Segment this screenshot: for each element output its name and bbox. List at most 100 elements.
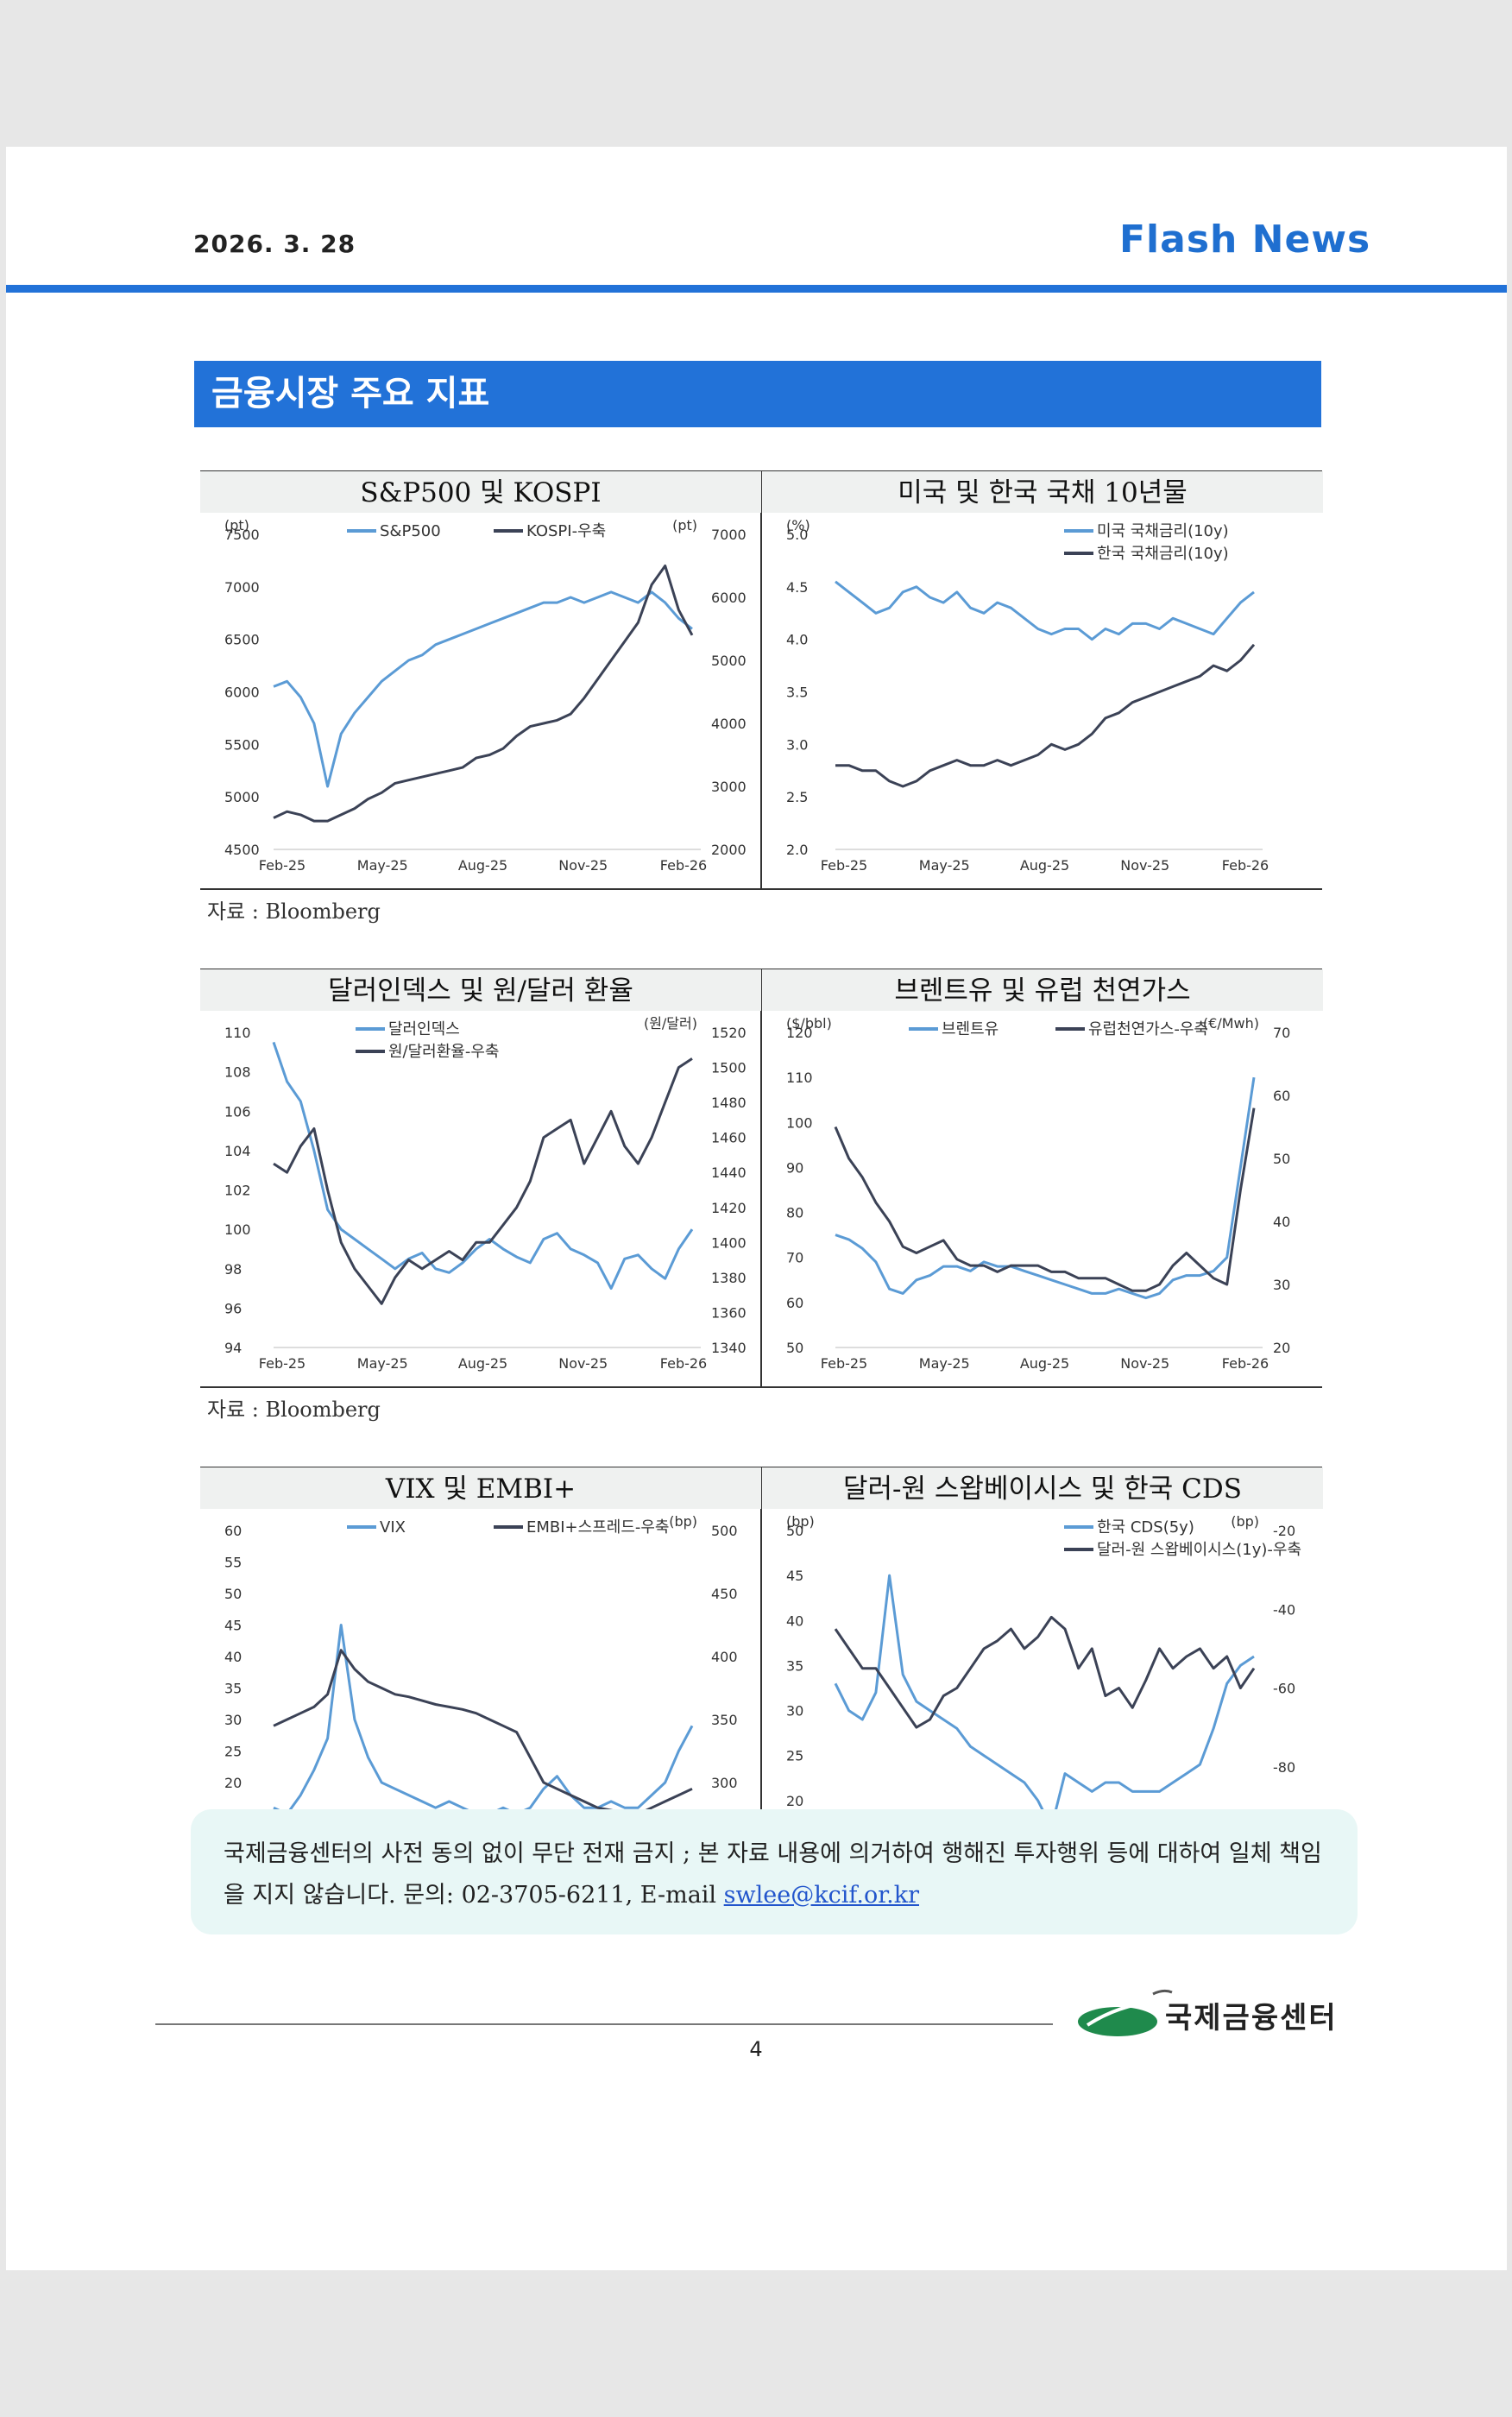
right-tick-label: -20 (1273, 1523, 1295, 1539)
right-tick-label: 1500 (711, 1060, 747, 1076)
left-tick-label: 3.5 (786, 685, 808, 701)
x-tick-label: Nov-25 (558, 1355, 608, 1372)
series-line-1 (834, 1108, 1256, 1292)
disclaimer-box: 국제금융센터의 사전 동의 없이 무단 전재 금지 ; 본 자료 내용에 의거하… (191, 1809, 1358, 1934)
chart-svg: (pt) (pt)75007000650060005500500045007000… (224, 517, 747, 874)
kcif-logo (1078, 1989, 1173, 2036)
page-number: 4 (749, 2037, 763, 2061)
left-tick-label: 50 (786, 1523, 803, 1539)
right-tick-label: 50 (1273, 1151, 1290, 1167)
left-tick-label: 6000 (224, 685, 260, 701)
left-tick-label: 96 (224, 1300, 242, 1316)
x-tick-label: Feb-25 (821, 1355, 867, 1372)
right-axis-unit: (bp) (669, 1513, 697, 1530)
x-tick-label: Feb-26 (1222, 857, 1269, 874)
left-tick-label: 30 (224, 1712, 242, 1728)
chart-title: 브렌트유 및 유럽 천연가스 (762, 969, 1323, 1011)
left-tick-label: 100 (786, 1114, 813, 1131)
right-tick-label: 1400 (711, 1234, 747, 1251)
x-tick-label: Aug-25 (458, 857, 507, 874)
legend-label: VIX (380, 1518, 406, 1537)
right-tick-label: 350 (711, 1712, 738, 1728)
left-axis-unit: ($/bbl) (786, 1015, 832, 1032)
left-tick-label: 60 (224, 1523, 242, 1539)
left-tick-label: 80 (786, 1205, 803, 1221)
x-tick-label: Feb-26 (1222, 1355, 1269, 1372)
series-line-1 (835, 643, 1256, 788)
left-tick-label: 5500 (224, 736, 260, 753)
x-tick-label: Aug-25 (1020, 857, 1069, 874)
left-tick-label: 90 (786, 1159, 803, 1176)
right-axis-unit: (bp) (1231, 1513, 1259, 1530)
right-tick-label: 1460 (711, 1130, 747, 1146)
right-tick-label: 4000 (711, 716, 747, 732)
report-date: 2026. 3. 28 (193, 230, 356, 258)
series-line-0 (272, 1041, 694, 1291)
chart-svg: ($/bbl) (€/Mwh) 120 110 100 90 80 70 60 50 70 60 50 4… (786, 1015, 1290, 1372)
right-tick-label: 70 (1273, 1025, 1290, 1041)
chart-row3-divider (760, 1467, 762, 1886)
right-tick-label: 500 (711, 1523, 738, 1539)
right-tick-label: 400 (711, 1649, 738, 1665)
left-tick-label: 40 (786, 1612, 803, 1629)
chart-svg: (원/달러) 110 108 106 104 102 100 98 96 94 1520 1500 14… (224, 1015, 747, 1372)
right-tick-label: 30 (1273, 1277, 1290, 1293)
contact-email-link[interactable]: swlee@kcif.or.kr (723, 1882, 919, 1909)
x-tick-label: Feb-25 (259, 1355, 306, 1372)
x-tick-label: Nov-25 (1120, 1355, 1169, 1372)
right-tick-label: 1420 (711, 1200, 747, 1216)
chart-treasury-10y: (%) 5.0 4.5 4.0 3.5 3.0 2.5 2.0 Feb-25 May-25 Aug-… (762, 471, 1323, 890)
left-tick-label: 3.0 (786, 736, 808, 753)
right-tick-label: -60 (1273, 1681, 1295, 1697)
left-tick-label: 108 (224, 1064, 251, 1081)
left-tick-label: 45 (786, 1568, 803, 1584)
left-tick-label: 106 (224, 1103, 251, 1120)
left-axis-unit: (bp) (786, 1513, 815, 1530)
right-tick-label: 6000 (711, 590, 747, 606)
x-tick-label: Feb-25 (821, 857, 867, 874)
disclaimer-text: 국제금융센터의 사전 동의 없이 무단 전재 금지 ; 본 자료 내용에 의거하… (224, 1840, 1322, 1909)
right-tick-label: 3000 (711, 779, 747, 795)
left-tick-label: 4.0 (786, 632, 808, 648)
x-tick-label: Feb-25 (259, 857, 306, 874)
x-tick-label: Aug-25 (1020, 1355, 1069, 1372)
chart-source-note: 자료 : Bloomberg (207, 899, 381, 924)
left-tick-label: 2.0 (786, 842, 808, 858)
legend-label: 한국 CDS(5y) (1097, 1518, 1194, 1537)
chart-title: 달러-원 스왑베이시스 및 한국 CDS (762, 1467, 1323, 1509)
right-tick-label: 450 (711, 1586, 738, 1602)
right-tick-label: 300 (711, 1775, 738, 1791)
x-tick-label: Feb-26 (660, 1355, 707, 1372)
left-tick-label: 102 (224, 1183, 251, 1199)
x-tick-label: Feb-26 (660, 857, 707, 874)
legend-label: 원/달러환율-우축 (388, 1043, 499, 1061)
brand-title: Flash News (1119, 218, 1371, 262)
x-tick-label: May-25 (357, 1355, 408, 1372)
x-tick-label: May-25 (919, 1355, 970, 1372)
left-tick-label: 25 (786, 1748, 803, 1764)
legend-label: 유럽천연가스-우축 (1088, 1020, 1208, 1038)
left-axis-unit: (%) (786, 517, 810, 533)
left-tick-label: 100 (224, 1221, 251, 1238)
left-tick-label: 70 (786, 1250, 803, 1266)
left-tick-label: 98 (224, 1261, 242, 1278)
series-line-0 (273, 590, 693, 788)
left-tick-label: 4.5 (786, 579, 808, 596)
chart-brent-gas: ($/bbl) (€/Mwh) 120 110 100 90 80 70 60 50 70 60 50 4… (762, 969, 1323, 1388)
x-tick-label: May-25 (919, 857, 970, 874)
series-line-1 (273, 1057, 693, 1305)
legend-label: 달러-원 스왑베이시스(1y)-우축 (1097, 1541, 1301, 1559)
series-line-0 (273, 1624, 694, 1815)
right-tick-label: 60 (1273, 1088, 1290, 1104)
left-tick-label: 4500 (224, 842, 260, 858)
right-tick-label: 5000 (711, 653, 747, 669)
right-tick-label: 1520 (711, 1025, 747, 1041)
left-tick-label: 60 (786, 1295, 803, 1311)
right-tick-label: -40 (1273, 1601, 1295, 1618)
left-axis-unit: (pt) (224, 517, 249, 533)
left-tick-label: 55 (224, 1555, 242, 1571)
series-line-1 (273, 565, 694, 823)
org-name: 국제금융센터 (1165, 2001, 1338, 2035)
header-rule (6, 285, 1507, 293)
legend-label: 미국 국채금리(10y) (1097, 522, 1229, 540)
